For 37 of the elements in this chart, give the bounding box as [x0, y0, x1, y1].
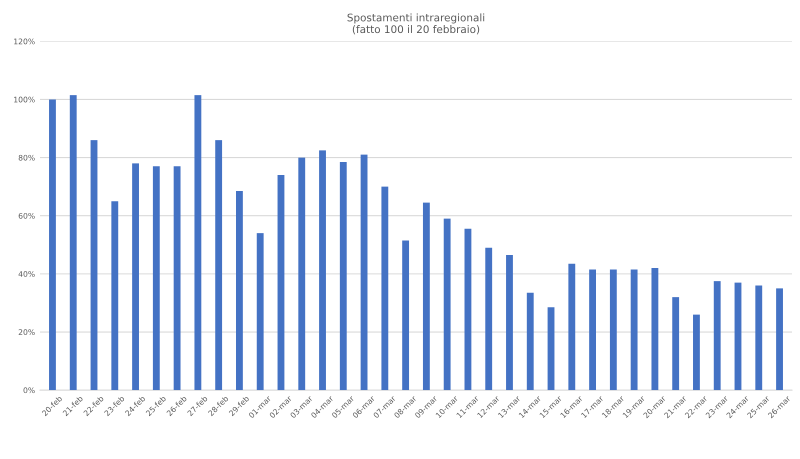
bar: [152, 166, 160, 390]
bar: [90, 140, 98, 390]
bar: [70, 95, 77, 390]
bar: [402, 240, 410, 390]
bar: [360, 154, 368, 390]
bar: [672, 297, 680, 390]
bar: [714, 281, 721, 390]
bar: [444, 218, 451, 390]
bar: [422, 202, 430, 390]
bar: [340, 162, 347, 390]
bar: [568, 264, 576, 390]
bar: [526, 292, 534, 390]
bar: [506, 254, 513, 390]
bar: [111, 201, 118, 390]
bar: [278, 175, 284, 390]
bar: [589, 270, 596, 390]
bar: [298, 158, 306, 390]
bar: [381, 186, 388, 390]
bar: [776, 288, 783, 390]
bar: [548, 307, 554, 390]
bar: [174, 166, 181, 390]
bar: [755, 286, 762, 390]
bar: [215, 140, 222, 390]
bar: [49, 99, 56, 390]
bar: [651, 268, 658, 390]
bar: [132, 163, 139, 390]
chart-title: Spostamenti intraregionali (fatto 100 il 20 febbraio): [348, 13, 484, 34]
bar: [485, 248, 492, 390]
bar: [256, 233, 264, 390]
bar: [194, 95, 202, 390]
bar: [693, 314, 700, 390]
bar: [236, 191, 243, 390]
bar: [610, 270, 617, 390]
bar: [319, 150, 326, 390]
bar: [464, 228, 472, 390]
bar: [630, 270, 638, 390]
bar: [734, 282, 742, 390]
